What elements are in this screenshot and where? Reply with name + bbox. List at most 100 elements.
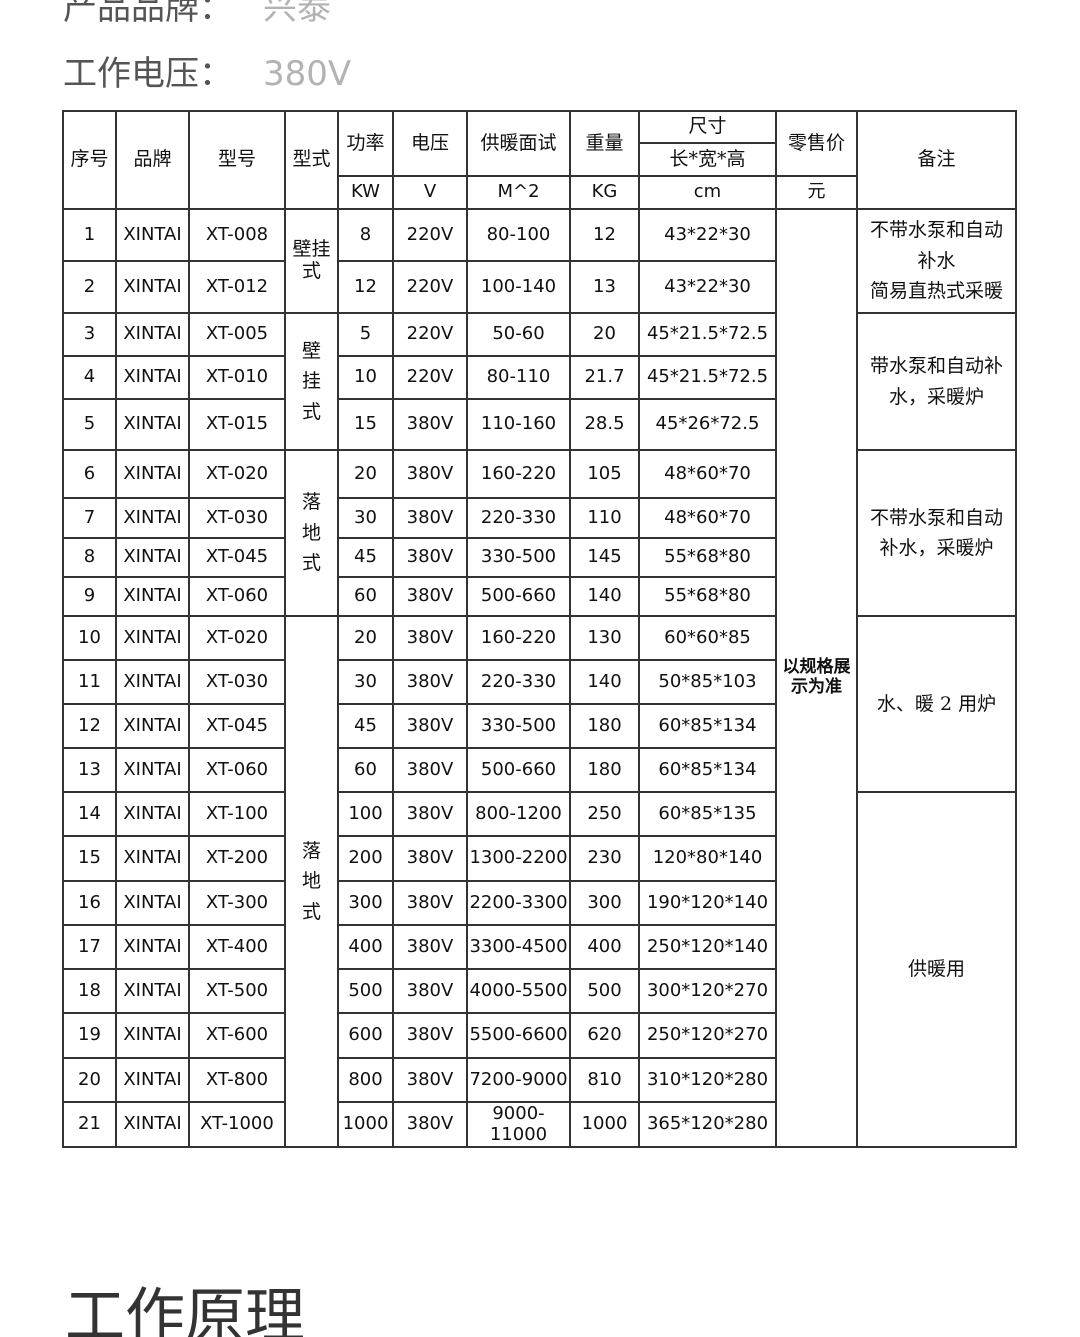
table-row: 20 XINTAI XT-800 800 380V 7200-9000 810 310*120… — [62, 1057, 1016, 1103]
cell: 8 — [337, 208, 394, 262]
cell: 50*85*103 — [638, 659, 777, 705]
cell: 250*120*270 — [638, 1012, 777, 1059]
cell: XT-400 — [188, 924, 286, 970]
cell: XT-045 — [188, 537, 286, 578]
cell: XINTAI — [115, 537, 190, 578]
cell: 3300-4500 — [466, 924, 571, 970]
cell: 12 — [337, 260, 394, 314]
cell: 55*68*80 — [638, 576, 777, 617]
cell: 250 — [569, 791, 640, 837]
cell: 50-60 — [466, 312, 571, 357]
table-row: 7 XINTAI XT-030 30 380V 220-330 110 48*60*70 — [62, 497, 1016, 539]
cell: 300 — [569, 880, 640, 926]
cell: 6 — [62, 449, 117, 499]
cell: 380V — [392, 1012, 468, 1059]
cell: 2 — [62, 260, 117, 314]
cell: 壁挂式 — [284, 312, 339, 451]
cell: 5 — [62, 398, 117, 451]
cell: 15 — [337, 398, 394, 451]
cell: XT-1000 — [188, 1101, 286, 1148]
cell: 43*22*30 — [638, 260, 777, 314]
cell: 380V — [392, 835, 468, 882]
cell: 零售价 — [775, 110, 858, 177]
cell: 380V — [392, 576, 468, 617]
cell: 20 — [337, 449, 394, 499]
cell: 800-1200 — [466, 791, 571, 837]
cell: 7 — [62, 497, 117, 539]
cell: XINTAI — [115, 449, 190, 499]
cell: 230 — [569, 835, 640, 882]
note-line: 供暖用 — [907, 958, 965, 981]
cell: V — [392, 175, 468, 210]
table-row: 5 XINTAI XT-015 15 380V 110-160 28.5 45*26*72.5 — [62, 398, 1016, 451]
cell: 1 — [62, 208, 117, 262]
cell: XINTAI — [115, 208, 190, 262]
cell: XINTAI — [115, 659, 190, 705]
cell: 380V — [392, 1101, 468, 1148]
cell: 500-660 — [466, 576, 571, 617]
cell: 45*21.5*72.5 — [638, 355, 777, 400]
cell: XINTAI — [115, 398, 190, 451]
cell: XT-020 — [188, 449, 286, 499]
cell: XT-005 — [188, 312, 286, 357]
cell: 160-220 — [466, 449, 571, 499]
cell: XT-060 — [188, 747, 286, 793]
cell: 8 — [62, 537, 117, 578]
cell: 810 — [569, 1057, 640, 1103]
table-row: 19 XINTAI XT-600 600 380V 5500-6600 620 250*120… — [62, 1012, 1016, 1059]
cell: 4 — [62, 355, 117, 400]
table-row: 4 XINTAI XT-010 10 220V 80-110 21.7 45*21.5*72.… — [62, 355, 1016, 400]
note-line: 水、暖 2 用炉 — [876, 692, 997, 715]
cell: XT-020 — [188, 615, 286, 661]
cell: 落地式 — [284, 449, 339, 617]
cell: XT-300 — [188, 880, 286, 926]
cell: 型号 — [188, 110, 286, 210]
cell: XT-200 — [188, 835, 286, 882]
cell: 电压 — [392, 110, 468, 177]
cell: 5 — [337, 312, 394, 357]
cell: XINTAI — [115, 968, 190, 1014]
cell: 1000 — [337, 1101, 394, 1148]
cell: XT-500 — [188, 968, 286, 1014]
cell: 2200-3300 — [466, 880, 571, 926]
cell: 380V — [392, 659, 468, 705]
cell: 110 — [569, 497, 640, 539]
cell: 220V — [392, 355, 468, 400]
cell: XINTAI — [115, 312, 190, 357]
cell: XINTAI — [115, 791, 190, 837]
cell: 功率 — [337, 110, 394, 177]
note-line: 带水泵和自动补水，采暖炉 — [869, 355, 1003, 408]
table-row: 6 XINTAI XT-020 落地式 20 380V 160-220 105 48*60*70… — [62, 449, 1017, 617]
cell: 500 — [337, 968, 394, 1014]
cell: 300*120*270 — [638, 968, 777, 1014]
cell: 220-330 — [466, 497, 571, 539]
cell: 备注 — [856, 110, 1017, 210]
cell: 190*120*140 — [638, 880, 777, 926]
cell: 17 — [62, 924, 117, 970]
label: 产品品牌： — [63, 0, 233, 28]
cell: 15 — [62, 835, 117, 882]
voltage-row: 工作电压： 380V — [63, 46, 351, 95]
cell: 140 — [569, 576, 640, 617]
cell: XINTAI — [115, 703, 190, 749]
cell: 落地式 — [284, 615, 339, 1148]
cell: 20 — [62, 1057, 117, 1103]
table-row: 15 XINTAI XT-200 200 380V 1300-2200 230 120*80*… — [62, 835, 1016, 882]
cell: KG — [569, 175, 640, 210]
cell: XT-100 — [188, 791, 286, 837]
cell: 400 — [569, 924, 640, 970]
cell: XT-008 — [188, 208, 286, 262]
cell: 60*85*134 — [638, 747, 777, 793]
cell: 20 — [569, 312, 640, 357]
cell: 型式 — [284, 110, 339, 210]
cell: 600 — [337, 1012, 394, 1059]
cell: 400 — [337, 924, 394, 970]
cell: XT-600 — [188, 1012, 286, 1059]
cell: 365*120*280 — [638, 1101, 777, 1148]
cell: 140 — [569, 659, 640, 705]
cell: 9000-11000 — [466, 1101, 571, 1148]
table-row: 3 XINTAI XT-005 壁挂式 5 220V 50-60 20 45*21.5*72.5… — [62, 312, 1017, 451]
cell: XT-800 — [188, 1057, 286, 1103]
cell: 不带水泵和自动补水，采暖炉 — [856, 449, 1017, 617]
